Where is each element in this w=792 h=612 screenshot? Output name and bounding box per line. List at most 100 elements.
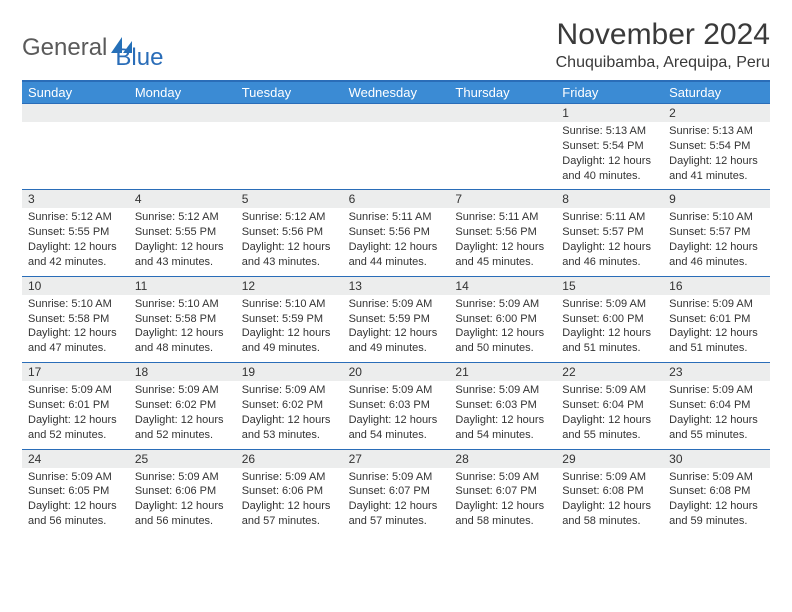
day-detail-line: Sunrise: 5:13 AM	[562, 124, 657, 139]
day-detail-line: Daylight: 12 hours and 57 minutes.	[242, 499, 337, 529]
day-detail-line: Daylight: 12 hours and 51 minutes.	[562, 326, 657, 356]
day-detail-line: Sunrise: 5:09 AM	[242, 470, 337, 485]
day-detail-line: Daylight: 12 hours and 50 minutes.	[455, 326, 550, 356]
day-detail-line: Daylight: 12 hours and 48 minutes.	[135, 326, 230, 356]
day-number: 16	[663, 277, 770, 295]
day-detail-line: Sunrise: 5:09 AM	[349, 470, 444, 485]
day-detail-line: Daylight: 12 hours and 58 minutes.	[455, 499, 550, 529]
day-details: Sunrise: 5:09 AMSunset: 6:04 PMDaylight:…	[556, 381, 663, 448]
day-details: Sunrise: 5:09 AMSunset: 6:06 PMDaylight:…	[236, 468, 343, 535]
day-number	[449, 104, 556, 122]
day-detail-line: Sunrise: 5:09 AM	[455, 297, 550, 312]
day-number: 18	[129, 363, 236, 381]
day-detail-line: Sunrise: 5:09 AM	[242, 383, 337, 398]
day-detail-line: Daylight: 12 hours and 52 minutes.	[135, 413, 230, 443]
day-number: 5	[236, 190, 343, 208]
day-detail-line: Sunset: 6:05 PM	[28, 484, 123, 499]
day-detail-line: Daylight: 12 hours and 41 minutes.	[669, 154, 764, 184]
day-detail-line: Daylight: 12 hours and 54 minutes.	[455, 413, 550, 443]
week-row: 24252627282930Sunrise: 5:09 AMSunset: 6:…	[22, 449, 770, 535]
day-detail-line: Sunset: 5:58 PM	[28, 312, 123, 327]
day-detail-line: Sunrise: 5:11 AM	[455, 210, 550, 225]
day-number: 7	[449, 190, 556, 208]
day-detail-line: Sunrise: 5:10 AM	[242, 297, 337, 312]
day-details: Sunrise: 5:09 AMSunset: 6:01 PMDaylight:…	[22, 381, 129, 448]
day-detail-line: Sunrise: 5:09 AM	[455, 470, 550, 485]
day-details: Sunrise: 5:09 AMSunset: 6:01 PMDaylight:…	[663, 295, 770, 362]
day-number: 25	[129, 450, 236, 468]
calendar: SundayMondayTuesdayWednesdayThursdayFrid…	[22, 80, 770, 535]
day-number: 11	[129, 277, 236, 295]
week-row: 10111213141516Sunrise: 5:10 AMSunset: 5:…	[22, 276, 770, 362]
day-number: 29	[556, 450, 663, 468]
day-number: 15	[556, 277, 663, 295]
logo-text-general: General	[22, 34, 107, 62]
day-detail-line: Sunset: 5:56 PM	[349, 225, 444, 240]
day-number: 22	[556, 363, 663, 381]
day-detail-line: Sunrise: 5:11 AM	[349, 210, 444, 225]
day-detail-line: Daylight: 12 hours and 54 minutes.	[349, 413, 444, 443]
day-details	[129, 122, 236, 189]
day-detail-line: Sunrise: 5:09 AM	[562, 470, 657, 485]
day-detail-line: Daylight: 12 hours and 55 minutes.	[562, 413, 657, 443]
day-details: Sunrise: 5:09 AMSunset: 6:00 PMDaylight:…	[556, 295, 663, 362]
day-detail-line: Daylight: 12 hours and 53 minutes.	[242, 413, 337, 443]
dow-cell: Tuesday	[236, 82, 343, 103]
day-details: Sunrise: 5:09 AMSunset: 6:08 PMDaylight:…	[556, 468, 663, 535]
logo-text-blue: Blue	[115, 44, 163, 72]
day-detail-line: Sunset: 6:02 PM	[135, 398, 230, 413]
day-details: Sunrise: 5:09 AMSunset: 6:02 PMDaylight:…	[236, 381, 343, 448]
page-title: November 2024	[556, 18, 770, 52]
day-detail-line: Sunset: 5:58 PM	[135, 312, 230, 327]
day-of-week-header: SundayMondayTuesdayWednesdayThursdayFrid…	[22, 82, 770, 103]
day-details: Sunrise: 5:12 AMSunset: 5:55 PMDaylight:…	[22, 208, 129, 275]
day-detail-line: Sunset: 6:01 PM	[669, 312, 764, 327]
day-detail-line: Sunset: 5:54 PM	[669, 139, 764, 154]
day-detail-line: Daylight: 12 hours and 49 minutes.	[349, 326, 444, 356]
day-detail-line: Daylight: 12 hours and 58 minutes.	[562, 499, 657, 529]
day-detail-line: Sunrise: 5:09 AM	[28, 383, 123, 398]
day-number: 13	[343, 277, 450, 295]
day-detail-line: Sunrise: 5:10 AM	[669, 210, 764, 225]
day-detail-line: Daylight: 12 hours and 57 minutes.	[349, 499, 444, 529]
dow-cell: Friday	[556, 82, 663, 103]
day-detail-line: Daylight: 12 hours and 45 minutes.	[455, 240, 550, 270]
day-number: 26	[236, 450, 343, 468]
day-number: 4	[129, 190, 236, 208]
day-detail-line: Sunrise: 5:09 AM	[669, 383, 764, 398]
day-detail-line: Sunset: 6:03 PM	[455, 398, 550, 413]
day-details: Sunrise: 5:09 AMSunset: 6:02 PMDaylight:…	[129, 381, 236, 448]
day-detail-line: Sunset: 6:04 PM	[562, 398, 657, 413]
day-details: Sunrise: 5:10 AMSunset: 5:59 PMDaylight:…	[236, 295, 343, 362]
day-detail-line: Sunset: 6:02 PM	[242, 398, 337, 413]
location-label: Chuquibamba, Arequipa, Peru	[556, 54, 770, 72]
day-number: 21	[449, 363, 556, 381]
day-details: Sunrise: 5:09 AMSunset: 6:03 PMDaylight:…	[449, 381, 556, 448]
day-number: 3	[22, 190, 129, 208]
day-details: Sunrise: 5:13 AMSunset: 5:54 PMDaylight:…	[556, 122, 663, 189]
day-detail-line: Sunset: 6:00 PM	[562, 312, 657, 327]
logo: General Blue	[22, 24, 163, 72]
day-number: 23	[663, 363, 770, 381]
day-details: Sunrise: 5:09 AMSunset: 5:59 PMDaylight:…	[343, 295, 450, 362]
day-details: Sunrise: 5:11 AMSunset: 5:56 PMDaylight:…	[343, 208, 450, 275]
day-detail-line: Daylight: 12 hours and 59 minutes.	[669, 499, 764, 529]
day-detail-line: Sunrise: 5:12 AM	[28, 210, 123, 225]
day-detail-line: Daylight: 12 hours and 51 minutes.	[669, 326, 764, 356]
day-detail-line: Daylight: 12 hours and 42 minutes.	[28, 240, 123, 270]
day-number: 2	[663, 104, 770, 122]
dow-cell: Saturday	[663, 82, 770, 103]
day-number: 10	[22, 277, 129, 295]
day-number	[22, 104, 129, 122]
day-details: Sunrise: 5:11 AMSunset: 5:57 PMDaylight:…	[556, 208, 663, 275]
dow-cell: Thursday	[449, 82, 556, 103]
dow-cell: Wednesday	[343, 82, 450, 103]
day-detail-line: Sunset: 6:00 PM	[455, 312, 550, 327]
day-detail-line: Sunrise: 5:09 AM	[135, 383, 230, 398]
day-details: Sunrise: 5:09 AMSunset: 6:06 PMDaylight:…	[129, 468, 236, 535]
day-detail-line: Sunrise: 5:09 AM	[669, 297, 764, 312]
day-details: Sunrise: 5:10 AMSunset: 5:58 PMDaylight:…	[129, 295, 236, 362]
day-detail-line: Daylight: 12 hours and 46 minutes.	[562, 240, 657, 270]
day-detail-line: Sunset: 5:57 PM	[562, 225, 657, 240]
day-detail-line: Daylight: 12 hours and 56 minutes.	[28, 499, 123, 529]
